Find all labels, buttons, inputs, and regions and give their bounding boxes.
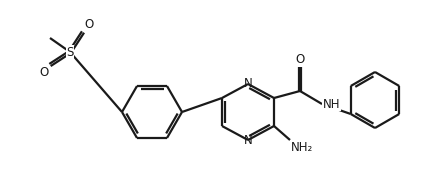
Text: N: N xyxy=(244,76,252,90)
Text: O: O xyxy=(40,66,49,79)
Text: O: O xyxy=(84,18,93,31)
Text: NH₂: NH₂ xyxy=(291,141,313,154)
Text: N: N xyxy=(244,134,252,148)
Text: S: S xyxy=(66,45,74,58)
Text: NH: NH xyxy=(323,97,340,111)
Text: O: O xyxy=(296,53,304,66)
